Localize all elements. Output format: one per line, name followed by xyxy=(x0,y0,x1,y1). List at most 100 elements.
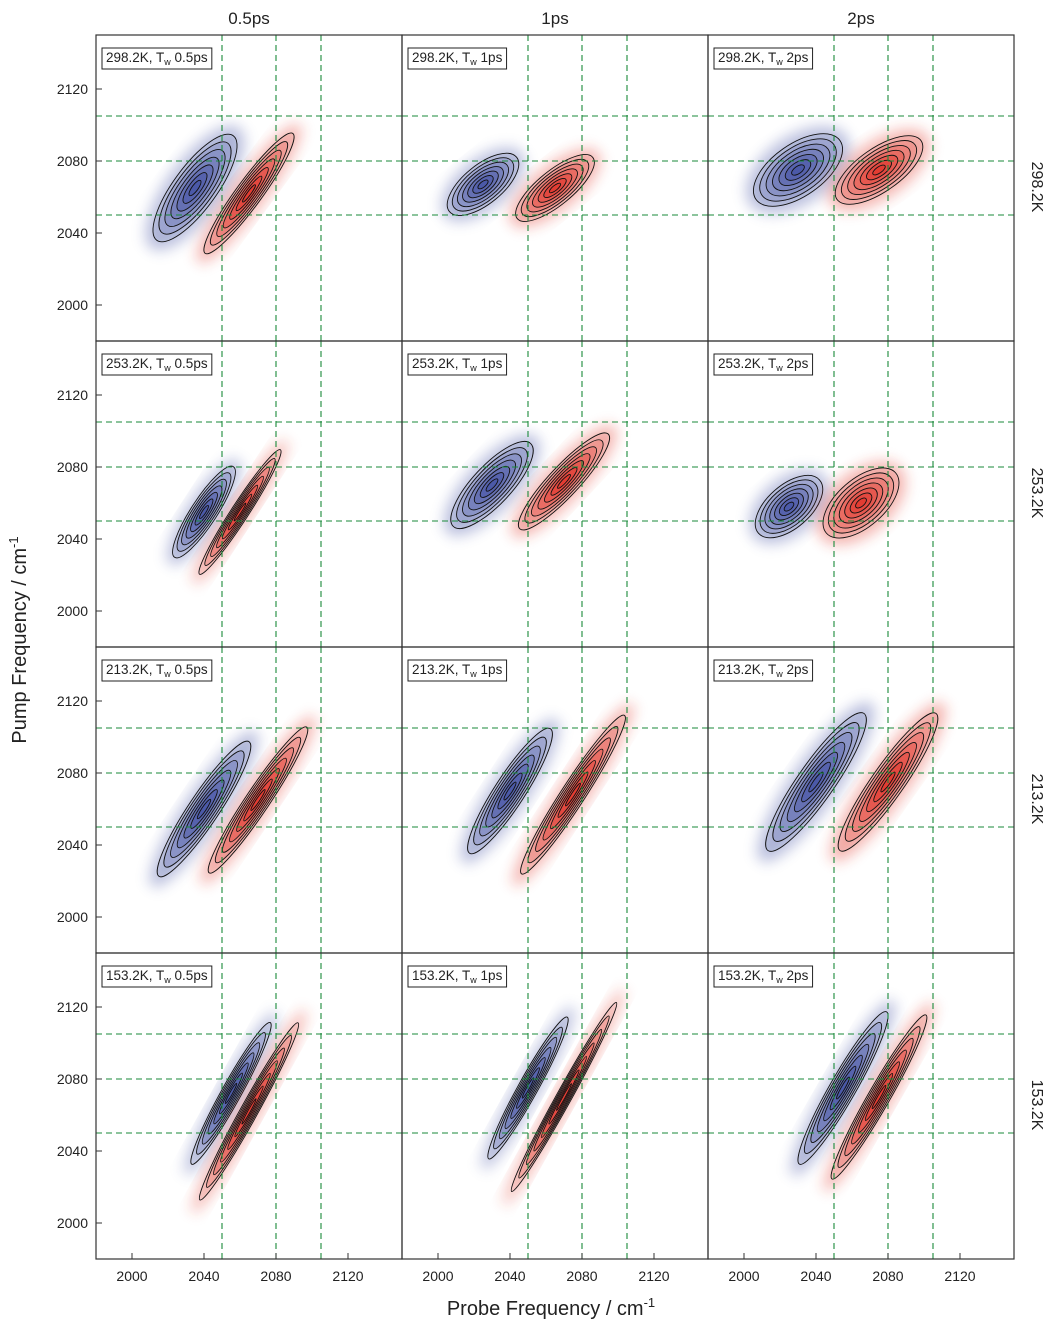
negative-peak-fill xyxy=(149,730,259,888)
y-tick-label: 2040 xyxy=(57,837,88,853)
negative-peak-contour-0 xyxy=(446,152,520,216)
panel-label-box xyxy=(713,659,814,682)
positive-peak-contour-3 xyxy=(853,149,905,191)
y-tick-label: 2080 xyxy=(57,459,88,475)
positive-peak-contour-2 xyxy=(535,737,611,852)
negative-peak-contour-3 xyxy=(462,166,504,203)
x-tick-label: 2040 xyxy=(188,1268,219,1284)
y-tick-label: 2120 xyxy=(57,81,88,97)
positive-peak-fill xyxy=(191,1009,307,1214)
x-tick-label: 2120 xyxy=(332,1268,363,1284)
panel-label: 253.2K, Tw 1ps xyxy=(407,353,508,376)
row-label-2: 213.2K xyxy=(1028,774,1045,825)
x-tick-label: 2120 xyxy=(638,1268,669,1284)
panel-label-text: 298.2K, Tw 2ps xyxy=(718,50,809,67)
negative-peak-contour-6 xyxy=(477,179,489,190)
positive-peak-contour-2 xyxy=(833,477,889,529)
positive-peak-fill xyxy=(823,1002,935,1192)
panel-frame xyxy=(707,952,1015,1260)
positive-peak-contour-0 xyxy=(198,1022,300,1201)
negative-peak-contour-4 xyxy=(793,751,839,813)
negative-peak-contour-2 xyxy=(810,1032,876,1144)
negative-peak-contour-3 xyxy=(769,488,809,525)
negative-peak-fill xyxy=(145,125,245,251)
negative-peak-contour-0 xyxy=(765,712,867,852)
negative-peak-contour-4 xyxy=(491,763,529,819)
y-tick-label: 2120 xyxy=(57,693,88,709)
positive-peak-contour-1 xyxy=(827,472,895,534)
positive-peak-contour-0 xyxy=(510,1002,618,1192)
positive-peak-contour-4 xyxy=(844,487,878,519)
x-tick-label: 2080 xyxy=(566,1268,597,1284)
y-tick-label: 2080 xyxy=(57,153,88,169)
panel-2-0: 213.2K, Tw 0.5ps 2000 2040 2080 2120 xyxy=(57,646,403,954)
row-label-0: 298.2K xyxy=(1028,162,1045,213)
panel-label-box xyxy=(407,47,508,70)
positive-peak-contour-1 xyxy=(520,158,590,218)
panel-label-text: 213.2K, Tw 0.5ps xyxy=(106,662,208,679)
positive-peak-contour-6 xyxy=(250,789,266,811)
x-tick-label: 2040 xyxy=(494,1268,525,1284)
negative-peak-contour-0 xyxy=(172,465,236,559)
panel-label-box xyxy=(713,353,814,376)
panel-3-1: 153.2K, Tw 1ps 2000 2040 2080 2120 xyxy=(401,952,709,1284)
x-axis-title: Probe Frequency / cm-1 xyxy=(447,1295,655,1320)
y-tick-label: 2000 xyxy=(57,297,88,313)
negative-peak-contour-4 xyxy=(176,164,214,212)
negative-peak-contour-6 xyxy=(836,1076,850,1100)
negative-peak-fill xyxy=(443,434,541,536)
negative-peak-contour-4 xyxy=(774,492,804,521)
positive-peak-contour-6 xyxy=(557,474,571,489)
positive-peak-contour-4 xyxy=(537,173,573,203)
positive-peak-contour-1 xyxy=(209,141,289,246)
positive-peak-fill xyxy=(512,703,634,887)
positive-peak-fill xyxy=(200,715,316,885)
positive-peak-contour-4 xyxy=(221,484,259,540)
panel-0-1: 298.2K, Tw 1ps xyxy=(401,34,709,342)
positive-peak-contour-2 xyxy=(847,145,911,195)
positive-peak-contour-4 xyxy=(544,460,584,503)
negative-peak-contour-0 xyxy=(797,1011,889,1165)
negative-peak-contour-2 xyxy=(170,760,238,858)
panel-1-1: 253.2K, Tw 1ps xyxy=(401,340,709,648)
negative-peak-contour-4 xyxy=(823,1054,863,1122)
negative-peak-fill xyxy=(790,1000,896,1176)
panel-0-0: 298.2K, Tw 0.5ps 2000 2040 2080 2120 xyxy=(57,34,403,342)
positive-peak-contour-4 xyxy=(550,760,596,830)
positive-peak-fill xyxy=(509,148,601,228)
panel-label-text: 153.2K, Tw 0.5ps xyxy=(106,968,208,985)
positive-peak-contour-0 xyxy=(207,726,309,874)
panel-label-box xyxy=(101,353,213,376)
positive-peak-contour-0 xyxy=(517,432,611,531)
negative-peak-contour-0 xyxy=(156,740,252,878)
positive-peak-contour-6 xyxy=(555,1083,573,1111)
row-label-3: 153.2K xyxy=(1028,1080,1045,1131)
negative-peak-fill xyxy=(749,469,829,544)
positive-peak-contour-6 xyxy=(233,502,247,522)
positive-peak-fill xyxy=(196,123,302,264)
panel-grid: 298.2K, Tw 0.5ps2000204020802120298.2K, … xyxy=(57,34,1015,1284)
x-tick-label: 2000 xyxy=(116,1268,147,1284)
positive-peak-fill xyxy=(816,461,906,545)
x-tick-label: 2000 xyxy=(422,1268,453,1284)
negative-peak-contour-4 xyxy=(467,170,499,199)
panel-label: 253.2K, Tw 0.5ps xyxy=(101,353,213,376)
y-tick-label: 2040 xyxy=(57,225,88,241)
positive-peak-fill xyxy=(828,129,930,211)
y-tick-label: 2040 xyxy=(57,531,88,547)
panel-label: 153.2K, Tw 1ps xyxy=(407,965,508,988)
panel-0-2: 298.2K, Tw 2ps xyxy=(707,34,1015,342)
negative-peak-contour-6 xyxy=(808,771,824,793)
panel-label-text: 153.2K, Tw 1ps xyxy=(412,968,503,985)
panel-label: 253.2K, Tw 2ps xyxy=(713,353,814,376)
panel-label-box xyxy=(101,659,213,682)
y-tick-label: 2000 xyxy=(57,1215,88,1231)
x-tick-label: 2040 xyxy=(800,1268,831,1284)
x-tick-label: 2120 xyxy=(944,1268,975,1284)
panel-3-2: 153.2K, Tw 2ps 2000 2040 2080 2120 xyxy=(707,952,1015,1284)
panel-label-box xyxy=(713,965,814,988)
panel-1-2: 253.2K, Tw 2ps xyxy=(707,340,1015,648)
positive-peak-contour-2 xyxy=(844,1037,914,1157)
positive-peak-contour-6 xyxy=(871,1084,887,1110)
positive-peak-contour-6 xyxy=(855,497,867,509)
